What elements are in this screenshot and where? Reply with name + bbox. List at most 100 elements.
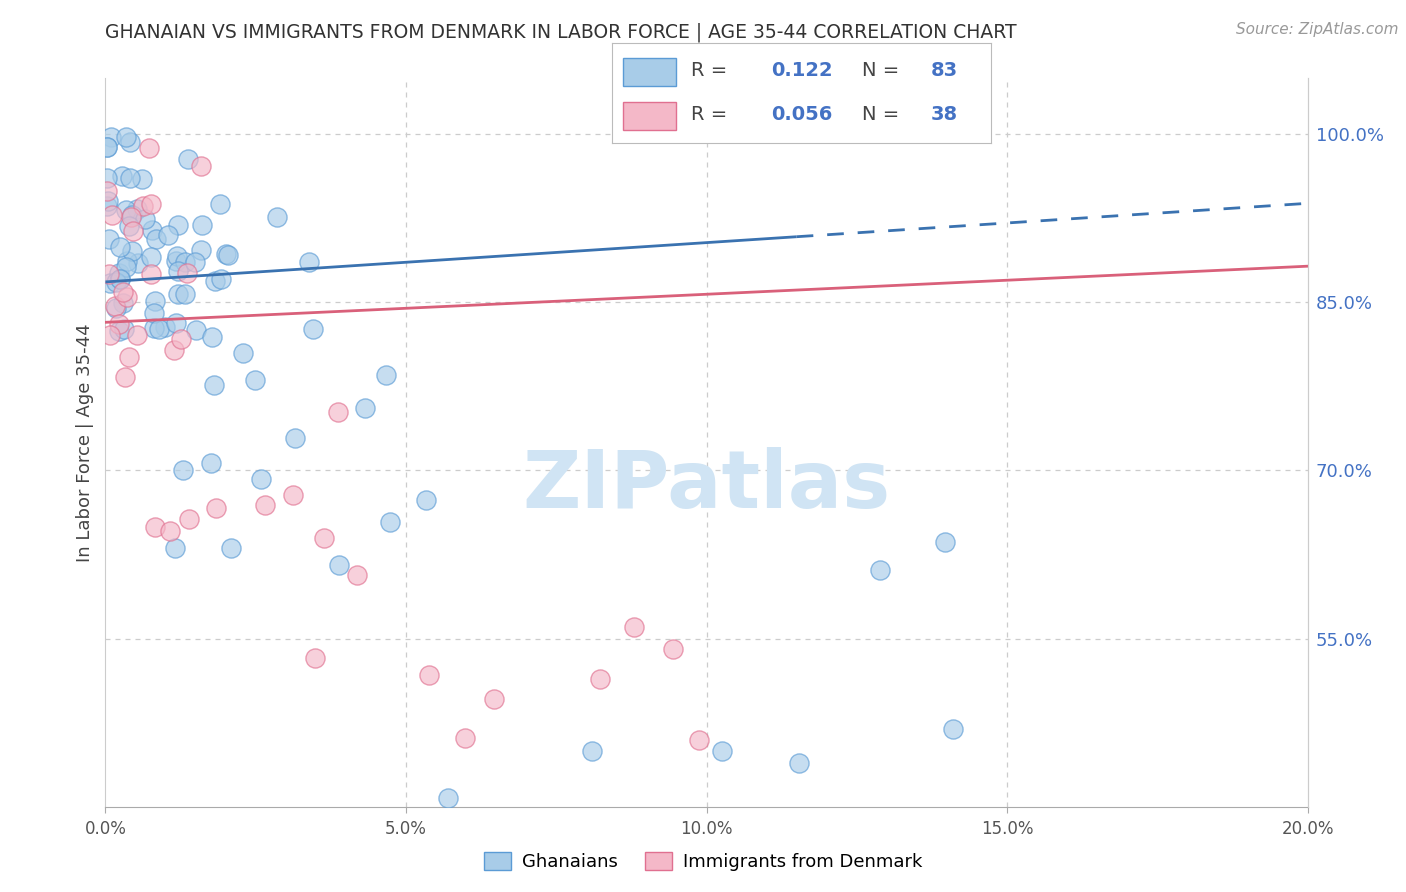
Point: [217, 248, 239, 262]
Point: [97, 267, 120, 281]
Text: GHANAIAN VS IMMIGRANTS FROM DENMARK IN LABOR FORCE | AGE 35-44 CORRELATION CHART: GHANAIAN VS IMMIGRANTS FROM DENMARK IN L…: [105, 22, 1017, 42]
Point: [127, 256, 149, 270]
Point: [105, 301, 128, 316]
Point: [209, 271, 232, 285]
Point: [165, 254, 187, 268]
Point: [121, 244, 143, 259]
Point: [141, 223, 163, 237]
Point: [121, 208, 143, 222]
Point: [711, 744, 734, 758]
Point: [96, 199, 118, 213]
Point: [143, 321, 166, 335]
Point: [127, 202, 149, 216]
Text: N =: N =: [862, 105, 905, 124]
Point: [167, 264, 190, 278]
Point: [120, 210, 142, 224]
Point: [139, 196, 162, 211]
Point: [115, 202, 138, 217]
Point: [153, 320, 176, 334]
Point: [190, 243, 212, 257]
Y-axis label: In Labor Force | Age 35-44: In Labor Force | Age 35-44: [76, 323, 94, 562]
Point: [115, 130, 138, 145]
Point: [304, 650, 326, 665]
Point: [204, 274, 226, 288]
Point: [186, 322, 208, 336]
Bar: [623, 58, 676, 86]
Point: [934, 535, 956, 549]
Point: [436, 791, 458, 805]
Point: [98, 328, 121, 343]
Point: [118, 219, 141, 233]
Point: [121, 223, 143, 237]
Point: [201, 330, 224, 344]
Point: [232, 346, 254, 360]
Point: [96, 171, 118, 186]
Point: [139, 267, 162, 281]
Point: [97, 194, 120, 208]
Point: [96, 140, 118, 154]
Point: [243, 373, 266, 387]
Point: [378, 515, 401, 529]
Point: [484, 692, 506, 706]
Point: [418, 668, 440, 682]
Point: [453, 731, 475, 745]
Point: [132, 199, 155, 213]
Point: [163, 343, 186, 358]
Point: [163, 541, 186, 556]
Point: [145, 520, 167, 534]
Point: [302, 321, 325, 335]
Point: [138, 141, 160, 155]
Text: 0.122: 0.122: [770, 62, 832, 80]
Point: [107, 324, 129, 338]
Point: [125, 328, 148, 343]
Point: [110, 169, 132, 183]
Point: [103, 299, 125, 313]
Point: [117, 290, 139, 304]
Point: [661, 641, 683, 656]
Text: 83: 83: [931, 62, 957, 80]
Point: [941, 723, 963, 737]
Point: [184, 255, 207, 269]
Point: [114, 370, 136, 384]
Point: [298, 255, 321, 269]
Point: [314, 531, 336, 545]
Point: [111, 296, 134, 310]
Point: [177, 512, 200, 526]
Point: [173, 286, 195, 301]
Point: [869, 563, 891, 577]
Point: [115, 254, 138, 268]
Point: [202, 377, 225, 392]
Text: Source: ZipAtlas.com: Source: ZipAtlas.com: [1236, 22, 1399, 37]
Point: [354, 401, 377, 415]
Text: ZIPatlas: ZIPatlas: [523, 447, 890, 525]
Point: [328, 558, 350, 573]
Point: [167, 218, 190, 232]
Point: [787, 756, 810, 770]
Point: [190, 160, 212, 174]
Point: [200, 456, 222, 470]
Point: [110, 240, 132, 254]
Point: [96, 184, 118, 198]
Point: [134, 211, 156, 226]
Text: R =: R =: [692, 105, 734, 124]
Point: [221, 541, 243, 555]
Point: [253, 498, 276, 512]
Point: [143, 294, 166, 309]
Text: N =: N =: [862, 62, 905, 80]
Point: [166, 286, 188, 301]
Point: [284, 431, 307, 445]
Point: [145, 231, 167, 245]
Point: [688, 732, 710, 747]
Point: [204, 501, 226, 516]
Point: [118, 170, 141, 185]
Point: [100, 130, 122, 145]
Point: [209, 197, 232, 211]
Point: [108, 272, 131, 286]
Point: [105, 275, 128, 289]
Point: [581, 744, 603, 758]
Point: [172, 463, 194, 477]
Point: [250, 472, 273, 486]
Point: [98, 277, 121, 291]
Point: [176, 266, 198, 280]
Point: [101, 208, 124, 222]
